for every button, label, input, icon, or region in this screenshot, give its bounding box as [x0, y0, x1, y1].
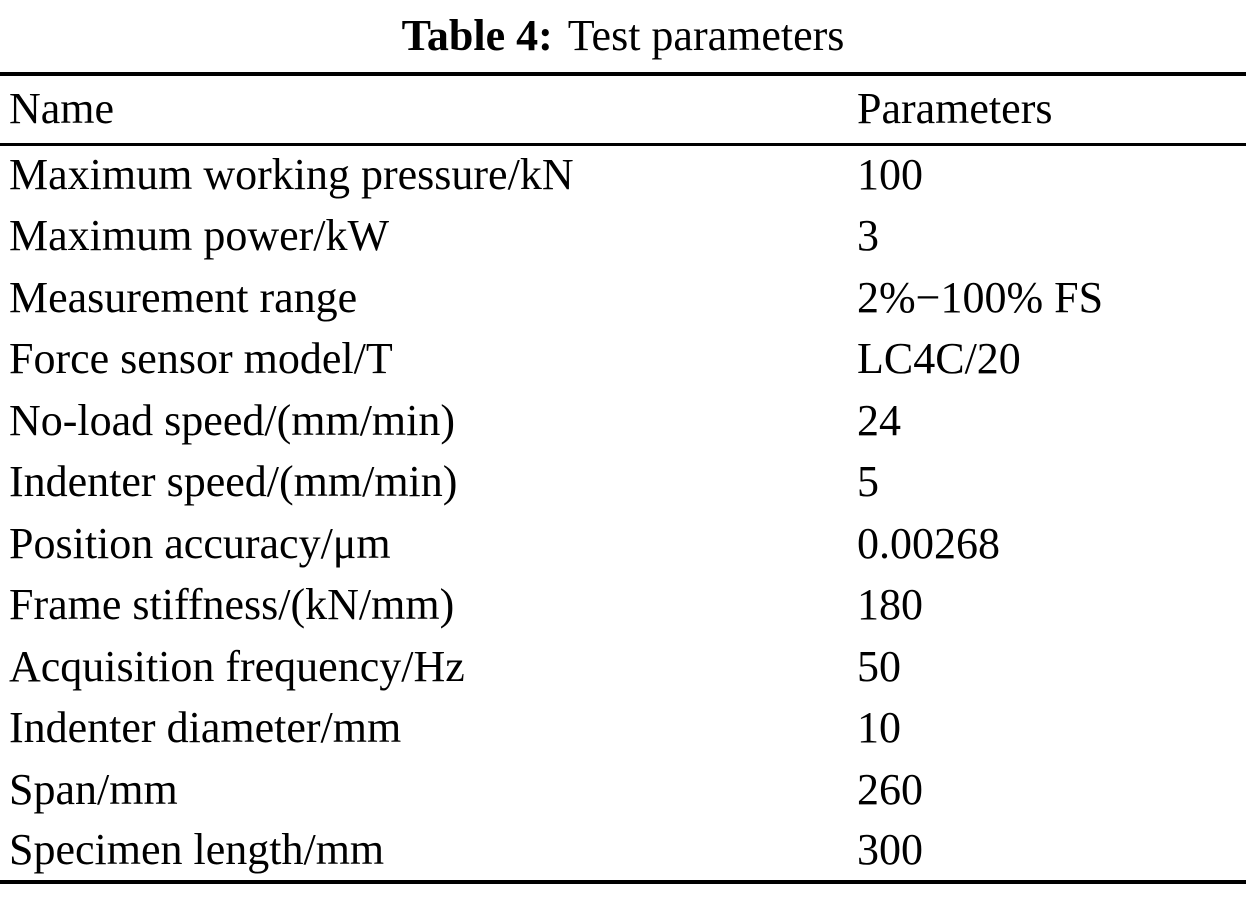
- row-value: 5: [857, 457, 879, 507]
- row-name: Force sensor model/T: [9, 334, 393, 384]
- table-header-row: Name Parameters: [0, 74, 1246, 144]
- table-caption-title: Test parameters: [567, 11, 845, 60]
- row-value: 3: [857, 211, 879, 261]
- row-value: 50: [857, 641, 901, 691]
- table-row: No-load speed/(mm/min) 24: [0, 390, 1246, 452]
- table-row: Acquisition frequency/Hz 50: [0, 636, 1246, 698]
- table-row: Indenter speed/(mm/min) 5: [0, 452, 1246, 514]
- table-row: Maximum power/kW 3: [0, 206, 1246, 268]
- table-caption: Table 4: Test parameters: [0, 0, 1246, 72]
- row-name: Position accuracy/μm: [9, 518, 391, 568]
- table-row: Position accuracy/μm 0.00268: [0, 513, 1246, 575]
- row-name: Specimen length/mm: [9, 825, 385, 875]
- table-row: Maximum working pressure/kN 100: [0, 144, 1246, 206]
- row-name: No-load speed/(mm/min): [9, 395, 456, 445]
- row-value: 2%−100% FS: [857, 272, 1104, 322]
- row-name: Indenter diameter/mm: [9, 703, 402, 753]
- table-row: Specimen length/mm 300: [0, 821, 1246, 883]
- row-value: 24: [857, 395, 901, 445]
- table-row: Force sensor model/T LC4C/20: [0, 329, 1246, 391]
- row-value: 0.00268: [857, 518, 1000, 568]
- row-value: 100: [857, 150, 923, 200]
- row-value: LC4C/20: [857, 334, 1021, 384]
- row-value: 260: [857, 764, 923, 814]
- table-caption-label: Table 4:: [401, 11, 553, 60]
- table-row: Span/mm 260: [0, 759, 1246, 821]
- test-parameters-table: Name Parameters Maximum working pressure…: [0, 72, 1246, 884]
- row-name: Maximum working pressure/kN: [9, 150, 574, 200]
- row-value: 180: [857, 580, 923, 630]
- table-row: Frame stiffness/(kN/mm) 180: [0, 575, 1246, 637]
- row-name: Acquisition frequency/Hz: [9, 641, 465, 691]
- column-header-parameters: Parameters: [857, 84, 1053, 134]
- row-value: 300: [857, 825, 923, 875]
- column-header-name: Name: [9, 84, 115, 134]
- row-value: 10: [857, 703, 901, 753]
- table-row: Indenter diameter/mm 10: [0, 698, 1246, 760]
- row-name: Measurement range: [9, 272, 358, 322]
- row-name: Indenter speed/(mm/min): [9, 457, 458, 507]
- table-row: Measurement range 2%−100% FS: [0, 267, 1246, 329]
- row-name: Span/mm: [9, 764, 178, 814]
- row-name: Maximum power/kW: [9, 211, 390, 261]
- row-name: Frame stiffness/(kN/mm): [9, 580, 455, 630]
- table-body: Maximum working pressure/kN 100 Maximum …: [0, 144, 1246, 882]
